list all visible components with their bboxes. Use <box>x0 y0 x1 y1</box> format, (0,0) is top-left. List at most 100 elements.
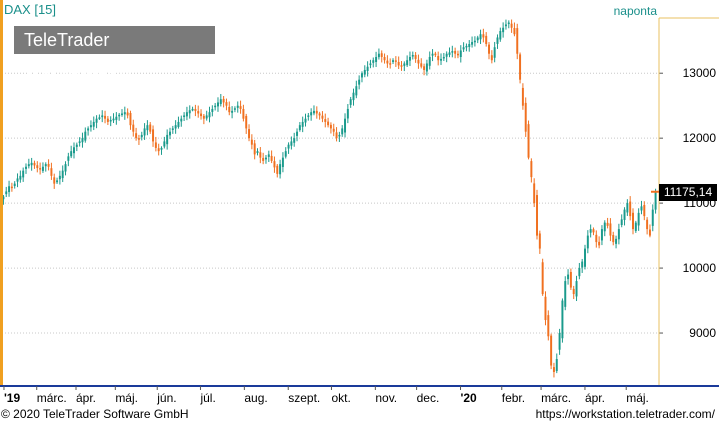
candle-body <box>338 134 341 137</box>
candle-body <box>95 118 98 123</box>
candle-body <box>264 157 267 160</box>
candle-body <box>239 106 242 109</box>
x-tick-label: nov. <box>375 391 397 405</box>
candle-body <box>310 112 313 116</box>
candle-body <box>304 118 307 123</box>
candle-body <box>22 170 25 178</box>
candle-body <box>634 222 637 231</box>
candle-body <box>208 112 211 118</box>
candle-body <box>586 235 589 249</box>
candle-body <box>168 131 171 136</box>
candle-body <box>465 45 468 48</box>
candle-body <box>397 61 400 66</box>
candle-body <box>377 53 380 58</box>
candle-body <box>615 238 618 244</box>
candle-body <box>293 138 296 143</box>
watermark-light-text: TeleTrader <box>24 30 110 50</box>
candle-body <box>61 170 64 179</box>
candle-body <box>5 191 8 195</box>
candle-body <box>445 53 448 57</box>
candle-body <box>301 121 304 127</box>
y-tick-label: 13000 <box>683 66 717 80</box>
candle-body <box>89 125 92 128</box>
candle-body <box>25 166 27 169</box>
candle-body <box>58 175 61 180</box>
candle-body <box>519 54 522 80</box>
candle-body <box>375 56 378 62</box>
candle-body <box>617 229 620 240</box>
candle-body <box>233 108 236 110</box>
candle-body <box>598 241 601 246</box>
candle-body <box>222 98 225 103</box>
candle-body <box>454 50 457 54</box>
candle-body <box>228 106 231 113</box>
candle-body <box>315 110 318 114</box>
candle-body <box>510 23 513 28</box>
candle-body <box>603 222 606 232</box>
candle-body <box>541 262 544 295</box>
candle-body <box>490 55 493 61</box>
candle-body <box>146 125 149 131</box>
candle-body <box>112 118 115 121</box>
source-url-link[interactable]: https://workstation.teletrader.com/ <box>535 407 715 421</box>
candle-body <box>527 124 530 158</box>
candle-body <box>536 195 538 236</box>
candle-body <box>544 296 547 321</box>
candle-body <box>589 229 592 233</box>
candle-body <box>344 118 347 133</box>
x-tick-label: dec. <box>417 391 440 405</box>
candle-body <box>216 102 219 107</box>
candle-body <box>366 66 369 72</box>
candle-body <box>496 37 499 44</box>
candle-body <box>476 37 479 41</box>
candle-body <box>64 164 67 172</box>
candle-body <box>499 30 502 40</box>
candle-body <box>78 141 81 143</box>
candle-body <box>654 191 657 210</box>
candle-body <box>648 229 651 236</box>
candle-body <box>408 56 411 61</box>
candle-body <box>569 271 572 288</box>
candle-body <box>242 108 245 119</box>
candle-body <box>154 142 157 148</box>
candle-body <box>248 129 251 139</box>
candle-body <box>504 24 507 27</box>
candle-body <box>298 125 301 131</box>
watermark-bold-text: WorkStation <box>24 58 130 78</box>
candle-body <box>651 209 654 226</box>
candle-body <box>132 124 135 132</box>
candle-body <box>428 56 431 66</box>
candle-body <box>73 147 75 154</box>
candle-body <box>231 110 234 113</box>
candle-body <box>253 143 256 155</box>
candle-body <box>456 53 459 56</box>
candle-body <box>459 50 462 58</box>
candle-body <box>462 47 465 50</box>
candle-body <box>507 22 510 25</box>
candle-body <box>318 113 321 116</box>
candle-body <box>403 63 406 66</box>
candle-body <box>185 112 188 117</box>
candle-body <box>609 223 612 236</box>
candle-body <box>533 183 536 204</box>
candle-body <box>287 144 290 149</box>
x-tick-label: aug. <box>244 391 267 405</box>
last-price-badge: 11175,14 <box>659 184 717 201</box>
copyright-text: © 2020 TeleTrader Software GmbH <box>1 407 189 421</box>
candle-body <box>47 163 50 167</box>
left-accent-bar <box>0 0 3 385</box>
candle-body <box>41 166 44 171</box>
candle-body <box>431 53 434 56</box>
candle-body <box>400 65 403 67</box>
candle-body <box>307 115 310 117</box>
candle-body <box>389 63 392 65</box>
candle-body <box>567 274 570 280</box>
candle-body <box>118 114 121 117</box>
candle-body <box>561 300 564 339</box>
candle-body <box>572 288 575 295</box>
candlestick-series <box>2 19 657 378</box>
candle-body <box>471 42 474 45</box>
candle-body <box>612 235 615 243</box>
candle-body <box>521 87 524 106</box>
candle-body <box>121 113 123 115</box>
